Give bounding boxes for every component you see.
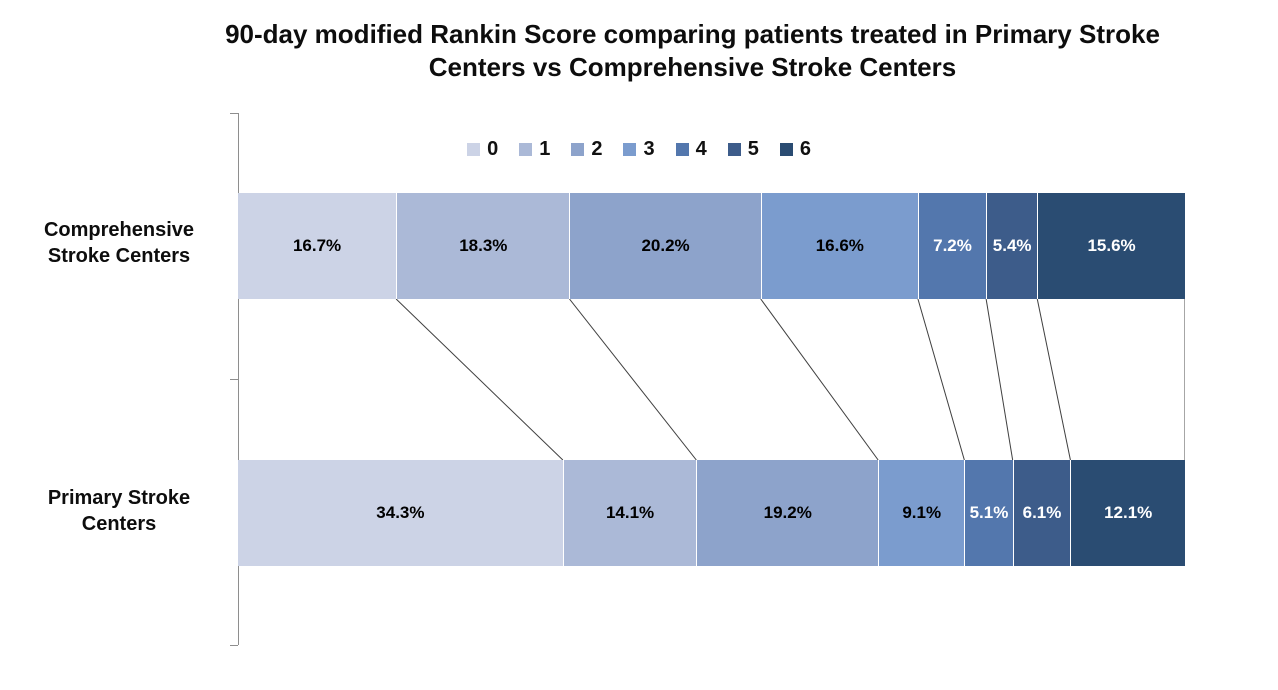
legend-swatch-icon bbox=[623, 143, 637, 156]
bar-segment-mrs1: 18.3% bbox=[396, 193, 570, 299]
bar-segment-mrs5: 6.1% bbox=[1012, 460, 1071, 566]
segment-value-label: 5.4% bbox=[992, 236, 1032, 255]
legend-swatch-icon bbox=[675, 143, 689, 156]
bar-segment-mrs0: 16.7% bbox=[238, 193, 397, 299]
bar-segment-mrs2: 20.2% bbox=[569, 193, 761, 299]
legend-label: 1 bbox=[539, 138, 551, 160]
connector-line bbox=[395, 299, 564, 460]
chart-title: 90-day modified Rankin Score comparing p… bbox=[225, 19, 1160, 83]
bar-segment-mrs1: 14.1% bbox=[562, 460, 697, 566]
axis-tick-bottom bbox=[230, 645, 238, 646]
legend-label: 6 bbox=[799, 138, 811, 160]
segment-value-label: 18.3% bbox=[459, 236, 508, 255]
segment-value-label: 7.2% bbox=[933, 236, 972, 255]
category-axis-line bbox=[238, 113, 239, 645]
segment-value-label: 15.6% bbox=[1087, 236, 1136, 255]
legend-item-5: 5 bbox=[727, 138, 759, 161]
legend-swatch-icon bbox=[571, 143, 585, 156]
bar-row-comprehensive: 16.7% 18.3% 20.2% 16.6% 7.2% 5.4% 15.6% bbox=[238, 193, 1185, 299]
segment-value-label: 19.2% bbox=[763, 503, 812, 522]
segment-value-label: 16.7% bbox=[292, 236, 342, 255]
segment-value-label: 20.2% bbox=[641, 236, 690, 255]
legend-item-0: 0 bbox=[467, 138, 498, 161]
bar-segment-mrs2: 19.2% bbox=[696, 460, 879, 566]
axis-tick-middle bbox=[230, 379, 238, 380]
legend-item-2: 2 bbox=[571, 138, 602, 161]
axis-tick-top bbox=[230, 113, 238, 114]
connector-line bbox=[760, 299, 879, 460]
bar-row-primary: 34.3% 14.1% 19.2% 9.1% 5.1% 6.1% 12.1% bbox=[238, 460, 1185, 566]
segment-value-label: 6.1% bbox=[1022, 503, 1062, 522]
segment-value-label: 9.1% bbox=[902, 503, 942, 522]
legend-label: 4 bbox=[695, 138, 707, 160]
bar-segment-mrs4: 5.1% bbox=[964, 460, 1013, 566]
segment-value-label: 5.1% bbox=[969, 503, 1009, 522]
legend-item-4: 4 bbox=[675, 138, 707, 161]
category-label-comprehensive: Comprehensive Stroke Centers bbox=[43, 219, 195, 268]
connector-line bbox=[569, 299, 697, 460]
legend-label: 5 bbox=[747, 138, 759, 160]
bar-segment-mrs0: 34.3% bbox=[238, 460, 563, 566]
segment-value-label: 12.1% bbox=[1104, 503, 1153, 522]
legend-swatch-icon bbox=[519, 143, 533, 156]
legend-label: 2 bbox=[591, 138, 603, 160]
chart-legend: 0 1 2 3 4 5 6 bbox=[0, 138, 1278, 161]
bar-segment-mrs4: 7.2% bbox=[917, 193, 987, 299]
connector-lines bbox=[395, 299, 1185, 460]
legend-swatch-icon bbox=[467, 143, 481, 156]
connector-line bbox=[1036, 299, 1071, 460]
legend-swatch-icon bbox=[779, 143, 793, 156]
bar-segment-mrs3: 9.1% bbox=[878, 460, 965, 566]
segment-value-label: 16.6% bbox=[815, 236, 864, 255]
category-label-primary: Primary Stroke Centers bbox=[47, 487, 191, 536]
bar-segment-mrs3: 16.6% bbox=[760, 193, 918, 299]
legend-label: 0 bbox=[487, 138, 499, 160]
legend-item-1: 1 bbox=[519, 138, 550, 161]
bar-segment-mrs6: 15.6% bbox=[1037, 193, 1185, 299]
connector-line bbox=[985, 299, 1014, 460]
segment-value-label: 34.3% bbox=[376, 503, 425, 522]
connector-line bbox=[917, 299, 965, 460]
bar-segment-mrs5: 5.4% bbox=[986, 193, 1038, 299]
legend-item-6: 6 bbox=[779, 138, 811, 161]
legend-swatch-icon bbox=[727, 143, 741, 156]
legend-item-3: 3 bbox=[623, 138, 655, 161]
legend-label: 3 bbox=[643, 138, 655, 160]
bar-segment-mrs6: 12.1% bbox=[1070, 460, 1185, 566]
segment-value-label: 14.1% bbox=[605, 503, 655, 522]
